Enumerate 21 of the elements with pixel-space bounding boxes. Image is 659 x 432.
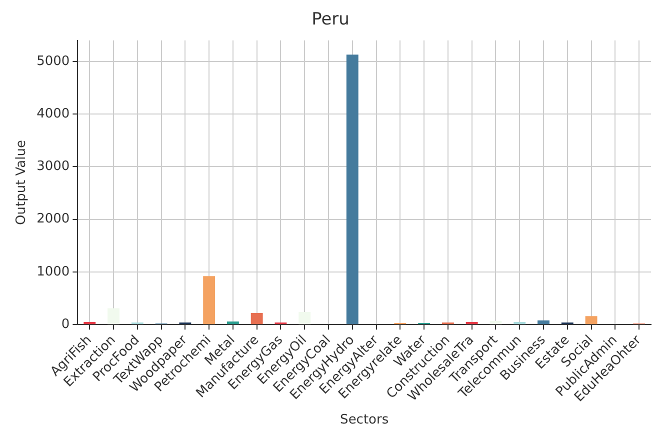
y-tick-label: 3000 bbox=[36, 159, 70, 174]
bar bbox=[108, 308, 120, 324]
bar bbox=[346, 54, 358, 324]
y-axis-title: Output Value bbox=[14, 140, 30, 225]
y-tick-label: 4000 bbox=[36, 106, 70, 122]
bar bbox=[203, 276, 216, 324]
y-tick-label: 0 bbox=[61, 316, 70, 332]
bar bbox=[250, 313, 263, 324]
bar bbox=[84, 322, 96, 324]
y-tick-label: 5000 bbox=[36, 54, 70, 69]
y-tick-label: 1000 bbox=[36, 264, 70, 280]
bar bbox=[298, 312, 311, 324]
bar bbox=[490, 320, 502, 324]
bar bbox=[585, 316, 598, 324]
bar bbox=[226, 321, 239, 324]
y-tick-label: 2000 bbox=[36, 212, 70, 227]
bar bbox=[466, 322, 478, 324]
bar bbox=[538, 320, 550, 324]
bar bbox=[514, 322, 526, 324]
x-axis-title: Sectors bbox=[340, 412, 389, 428]
chart-title: Peru bbox=[312, 10, 350, 30]
